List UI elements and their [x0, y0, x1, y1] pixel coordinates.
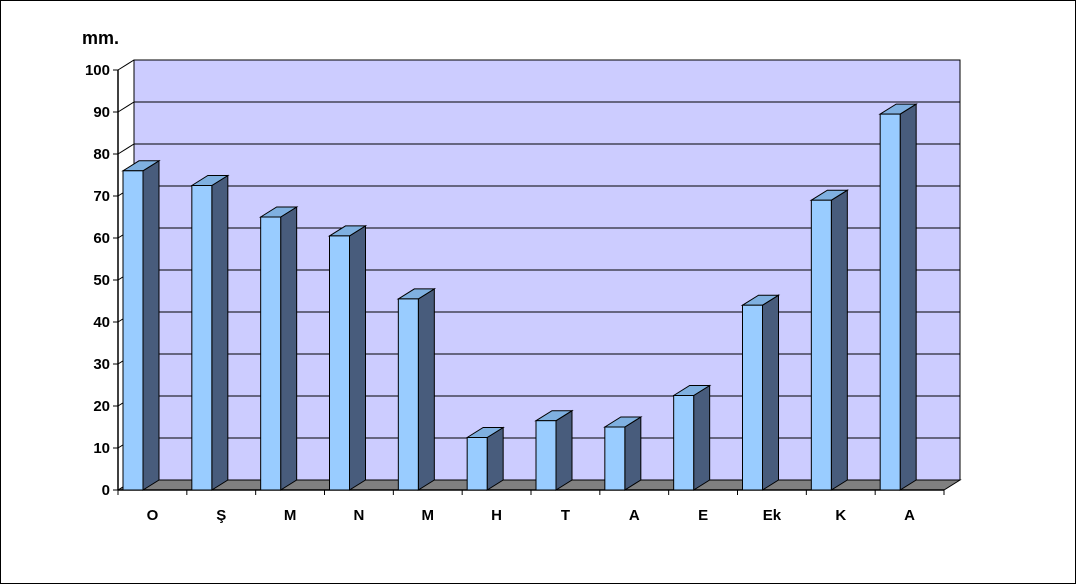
y-tick-label: 100 [85, 62, 110, 79]
bar-front [879, 113, 901, 491]
y-tick-label: 70 [93, 188, 110, 205]
x-category-label: H [491, 507, 502, 524]
bar [396, 287, 437, 491]
y-tick-label: 60 [93, 230, 110, 247]
x-category-label: M [284, 507, 297, 524]
bar-front [191, 185, 213, 491]
bars [121, 103, 918, 491]
bar [740, 294, 781, 491]
bar [465, 426, 505, 491]
bar-side [555, 409, 573, 491]
bar-front [673, 395, 695, 491]
bar [809, 189, 850, 491]
bar [327, 224, 368, 491]
bar-side [349, 224, 366, 491]
x-category-label: A [904, 507, 915, 524]
gridline [117, 101, 960, 113]
bar [534, 409, 574, 491]
x-axis-categories: O Ş M N M H T A E Ek K A [117, 490, 945, 524]
bar [190, 174, 230, 491]
bar-side [693, 384, 711, 491]
y-tick-label: 80 [93, 146, 110, 163]
bar-front [260, 216, 282, 491]
bar-front [329, 235, 350, 491]
x-category-label: N [353, 507, 364, 524]
bar [121, 159, 161, 491]
bar-side [142, 159, 160, 491]
y-axis-ticks: 0 10 20 30 40 50 60 70 80 90 100 [85, 62, 118, 499]
bar-front [466, 437, 488, 491]
bar-side [280, 206, 298, 491]
bar-front [535, 420, 557, 491]
x-category-label: O [147, 507, 159, 524]
y-axis-unit-label: mm. [82, 28, 119, 48]
y-tick-label: 10 [93, 440, 110, 457]
bar-front [122, 170, 144, 491]
x-category-label: M [422, 507, 435, 524]
bar-side [830, 189, 848, 491]
x-category-label: T [561, 507, 570, 524]
gridline [117, 143, 960, 155]
bar [878, 103, 918, 491]
bar [603, 416, 643, 491]
bar-side [624, 416, 642, 491]
bar [671, 384, 712, 491]
x-category-label: A [629, 507, 640, 524]
bar-side [899, 103, 917, 491]
y-tick-label: 90 [93, 104, 110, 121]
bar-front [604, 426, 626, 491]
x-category-label: K [835, 507, 846, 524]
bar-front [810, 199, 832, 491]
y-tick-label: 20 [93, 398, 110, 415]
bar-side [211, 174, 229, 491]
bar-front [742, 304, 763, 491]
x-category-label: Ş [216, 507, 226, 524]
x-category-label: E [698, 507, 708, 524]
y-tick-label: 0 [102, 482, 110, 499]
bar-side [486, 426, 504, 491]
bar-side [417, 287, 435, 491]
y-tick-label: 50 [93, 272, 110, 289]
bar-front [397, 298, 419, 491]
y-tick-label: 40 [93, 314, 110, 331]
x-category-label: Ek [763, 507, 782, 524]
gridline [117, 59, 960, 71]
bar-side [762, 294, 779, 491]
bar [258, 206, 299, 491]
y-tick-label: 30 [93, 356, 110, 373]
